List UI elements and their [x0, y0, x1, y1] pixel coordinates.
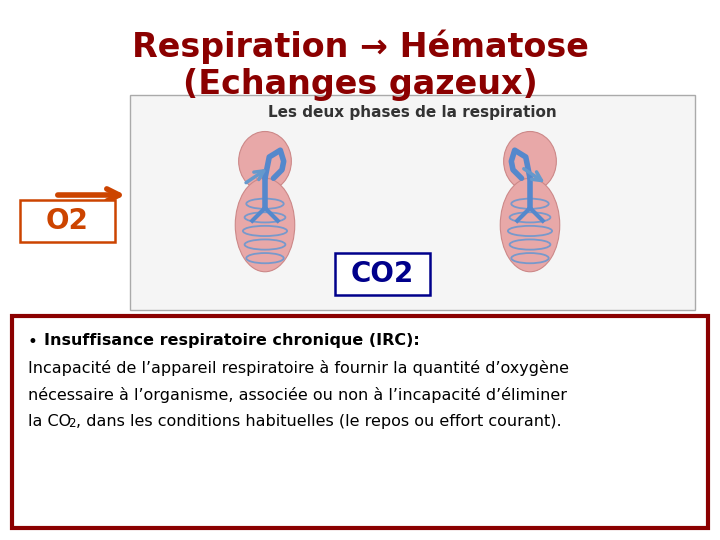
Bar [130, 95, 695, 310]
Text: Insuffisance respiratoire chronique (IRC):: Insuffisance respiratoire chronique (IRC… [44, 333, 420, 348]
Text: nécessaire à l’organisme, associée ou non à l’incapacité d’éliminer: nécessaire à l’organisme, associée ou no… [28, 387, 567, 403]
Bar [20, 200, 115, 242]
Ellipse shape [500, 178, 559, 272]
Polygon shape [521, 178, 539, 191]
Ellipse shape [504, 132, 557, 191]
Text: Les deux phases de la respiration: Les deux phases de la respiration [268, 105, 557, 120]
Text: la CO: la CO [28, 414, 71, 429]
Text: CO2: CO2 [351, 260, 414, 288]
Polygon shape [256, 178, 274, 191]
Text: Incapacité de l’appareil respiratoire à fournir la quantité d’oxygène: Incapacité de l’appareil respiratoire à … [28, 360, 569, 376]
Text: •: • [28, 333, 38, 351]
Bar [335, 253, 430, 295]
Text: , dans les conditions habituelles (le repos ou effort courant).: , dans les conditions habituelles (le re… [76, 414, 562, 429]
Ellipse shape [238, 132, 292, 191]
Text: (Echanges gazeux): (Echanges gazeux) [183, 68, 537, 101]
Bar [12, 316, 708, 528]
Text: 2: 2 [68, 417, 76, 430]
Text: O2: O2 [46, 207, 89, 235]
Ellipse shape [235, 178, 294, 272]
Text: Respiration → Hématose: Respiration → Hématose [132, 30, 588, 64]
